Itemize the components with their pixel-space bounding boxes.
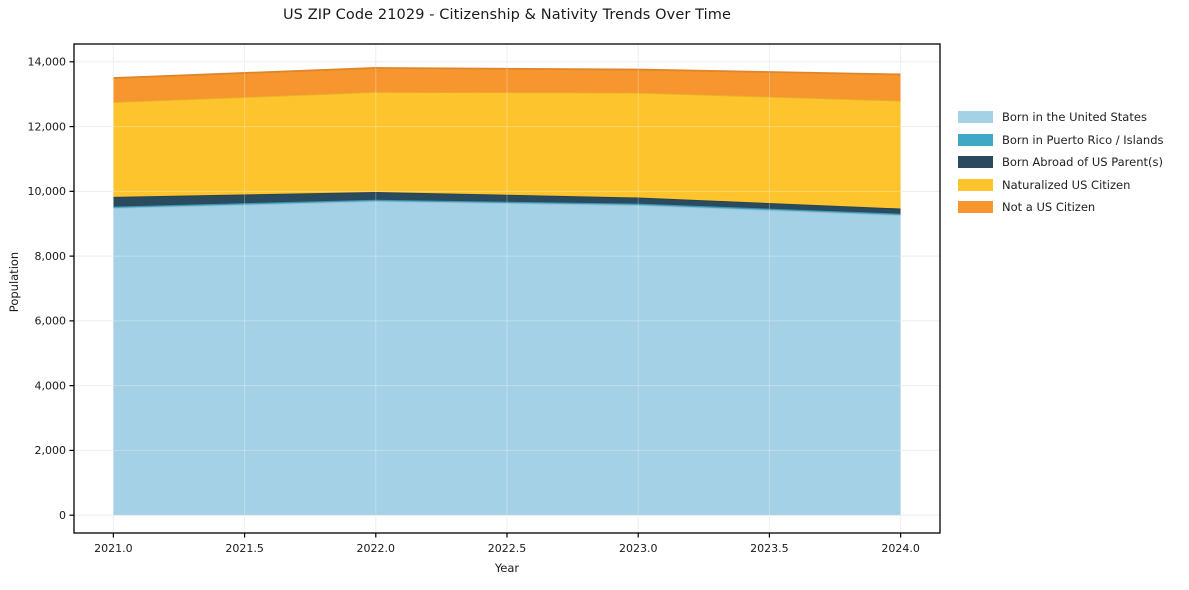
y-tick-label: 12,000 bbox=[28, 120, 67, 133]
area-layer-3 bbox=[113, 91, 901, 209]
chart-title: US ZIP Code 21029 - Citizenship & Nativi… bbox=[282, 7, 732, 23]
area-edge-4 bbox=[113, 67, 901, 79]
y-axis-label: Population bbox=[7, 251, 21, 313]
area-layer-0 bbox=[113, 201, 901, 516]
x-tick-label: 2022.5 bbox=[488, 542, 527, 555]
legend-label: Born in Puerto Rico / Islands bbox=[1002, 132, 1164, 147]
y-tick-label: 14,000 bbox=[28, 56, 67, 69]
legend-swatch-icon bbox=[958, 133, 993, 146]
legend-label: Born in the United States bbox=[1002, 110, 1147, 125]
y-tick-label: 2,000 bbox=[35, 444, 67, 457]
legend: Born in the United States Born in Puerto … bbox=[958, 106, 1164, 219]
legend-item: Born Abroad of US Parent(s) bbox=[958, 151, 1164, 174]
x-axis-label: Year bbox=[494, 561, 520, 575]
x-tick-label: 2021.0 bbox=[94, 542, 133, 555]
legend-swatch-icon bbox=[958, 178, 993, 191]
legend-item: Born in Puerto Rico / Islands bbox=[958, 129, 1164, 152]
x-tick-label: 2023.5 bbox=[750, 542, 789, 555]
legend-label: Not a US Citizen bbox=[1002, 200, 1096, 215]
legend-label: Naturalized US Citizen bbox=[1002, 177, 1131, 192]
legend-item: Naturalized US Citizen bbox=[958, 174, 1164, 197]
legend-item: Born in the United States bbox=[958, 106, 1164, 129]
area-layer-4 bbox=[113, 67, 901, 102]
legend-label: Born Abroad of US Parent(s) bbox=[1002, 155, 1163, 170]
y-tick-label: 8,000 bbox=[35, 250, 67, 263]
y-tick-label: 4,000 bbox=[35, 379, 67, 392]
legend-item: Not a US Citizen bbox=[958, 196, 1164, 219]
y-tick-label: 10,000 bbox=[28, 185, 67, 198]
y-tick-label: 0 bbox=[59, 509, 66, 522]
legend-swatch-icon bbox=[958, 111, 993, 124]
x-tick-label: 2021.5 bbox=[225, 542, 264, 555]
x-tick-label: 2022.0 bbox=[357, 542, 396, 555]
area-layer-1 bbox=[113, 199, 901, 215]
legend-swatch-icon bbox=[958, 201, 993, 214]
y-tick-label: 6,000 bbox=[35, 315, 67, 328]
x-tick-label: 2024.0 bbox=[881, 542, 920, 555]
legend-swatch-icon bbox=[958, 156, 993, 169]
area-layer-2 bbox=[113, 192, 901, 214]
x-tick-label: 2023.0 bbox=[619, 542, 658, 555]
